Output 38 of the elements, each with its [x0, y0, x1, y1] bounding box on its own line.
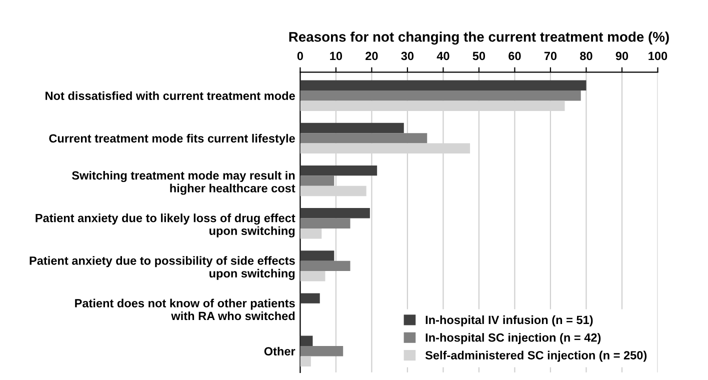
- bar: [300, 260, 350, 272]
- bar: [300, 208, 370, 218]
- x-tick-label: 0: [297, 52, 303, 60]
- y-tick-label: Patient anxiety due to likely loss of drug effect upon switching: [36, 214, 296, 238]
- chart-title: Reasons for not changing the current treatment mode (%): [289, 32, 669, 45]
- x-tick-label: 70: [544, 52, 557, 60]
- bar: [300, 250, 334, 261]
- bar: [300, 336, 313, 346]
- x-tick-label: 60: [508, 52, 521, 60]
- bar: [300, 293, 320, 304]
- x-tick-label: 90: [616, 52, 628, 60]
- bar: [300, 176, 334, 186]
- bar: [300, 133, 428, 144]
- x-tick-label: 30: [401, 52, 414, 60]
- x-tick-label: 80: [580, 52, 592, 60]
- y-tick-label: Patient does not know of other patients with RA who switched: [75, 298, 295, 320]
- y-tick-label: Other: [264, 346, 296, 356]
- bar: [300, 165, 378, 176]
- bar: [300, 122, 404, 134]
- x-tick-label: 40: [436, 52, 450, 60]
- legend-label: Self-administered SC injection (n = 250): [425, 350, 647, 362]
- x-tick-label: 100: [648, 52, 668, 60]
- bar: [300, 90, 581, 101]
- y-tick-label: Switching treatment mode may result in higher healthcare cost: [72, 170, 296, 195]
- y-tick-label: Current treatment mode fits current lifestyle: [49, 134, 295, 145]
- bar: [300, 80, 586, 91]
- legend-label: In-hospital IV infusion (n = 51): [426, 315, 593, 326]
- bar: [300, 271, 326, 282]
- bar: [300, 218, 350, 228]
- y-tick-label: Patient anxiety due to possibility of side effects upon switching: [30, 256, 295, 280]
- x-tick-label: 10: [330, 52, 342, 60]
- bar: [300, 346, 344, 356]
- bar: [300, 356, 311, 366]
- legend-label: In-hospital SC injection (n = 42): [426, 333, 601, 344]
- x-tick-label: 50: [472, 52, 486, 60]
- x-tick-label: 20: [366, 52, 378, 60]
- bar: [300, 228, 322, 239]
- y-tick-label: Not dissatisfied with current treatment mode: [46, 91, 295, 100]
